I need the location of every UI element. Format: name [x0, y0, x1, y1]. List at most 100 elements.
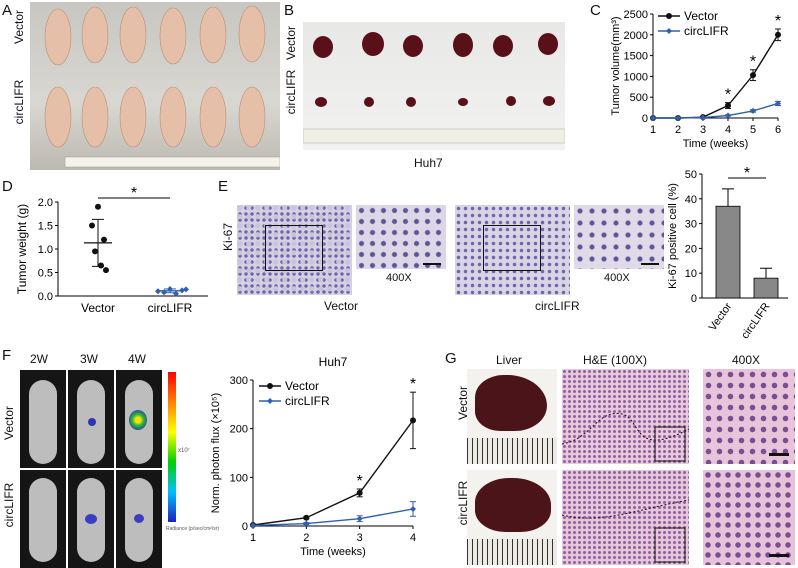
data-point-circlifr [725, 112, 731, 119]
panel-b-caption: Huh7 [414, 156, 443, 170]
x-tick-label: 1 [650, 124, 656, 136]
y-tick-label: 1.0 [38, 244, 53, 256]
he-vector-400x [703, 369, 795, 464]
data-point-vector [95, 203, 101, 210]
legend-label-vector: Vector [285, 379, 319, 393]
data-point-circlifr [700, 114, 706, 121]
data-point-vector [410, 417, 416, 424]
data-point-circlifr [675, 115, 681, 121]
chart-d-tumor-weight: 0.0 0.5 1.0 1.5 2.0 Tumor weight (g) Vector cir… [15, 185, 208, 315]
legend-marker [267, 398, 273, 404]
data-point-circlifr [775, 100, 781, 107]
y-tick-label: 10 [685, 268, 697, 280]
panel-e-group-circlifr: circLIFR [535, 299, 580, 313]
he-vector-100x [562, 369, 689, 464]
legend-marker [666, 13, 672, 19]
x-tick-label: 4 [725, 124, 731, 136]
y-tick-label: 300 [230, 375, 248, 387]
panel-label-c: C [590, 2, 601, 19]
legend-marker [267, 383, 273, 389]
significance-mark: * [357, 473, 363, 490]
significance-mark: * [131, 185, 137, 202]
y-tick-label: 0.0 [38, 291, 53, 303]
x-axis-label: Time (weeks) [683, 138, 749, 150]
x-tick-label: 2 [675, 124, 681, 136]
panel-e-mag-circlifr: 400X [604, 272, 630, 284]
panel-f-time-2w: 2W [30, 352, 48, 366]
bar-vector [715, 205, 741, 299]
y-tick-label: 0.5 [38, 268, 53, 280]
ihc-circlifr-overview [455, 205, 570, 295]
panel-e-mag-vector: 400X [386, 272, 412, 284]
significance-mark: * [744, 165, 750, 182]
data-point-circlifr [161, 289, 167, 296]
panel-a-row-label-vector: Vector [12, 9, 26, 45]
y-tick-label: 0 [242, 521, 248, 533]
liver-vector-photo [467, 369, 557, 464]
data-point-circlifr [356, 515, 363, 522]
significance-mark: * [410, 376, 416, 393]
panel-a-row-label-circlifr: circLIFR [12, 79, 26, 125]
bli-circlifr-2w [20, 470, 66, 568]
y-axis-label: Tumor volume(mm³) [610, 16, 622, 115]
bli-vector-4w [116, 370, 162, 468]
panel-f-row-label-circlifr: circLIFR [2, 482, 16, 528]
ihc-vector-overview [237, 205, 352, 295]
x-category-label: circLIFR [148, 301, 193, 315]
panel-label-b: B [284, 2, 295, 19]
data-point-vector [98, 262, 104, 269]
legend-label-vector: Vector [684, 9, 718, 23]
x-category-label: Vector [707, 301, 735, 334]
x-tick-label: 3 [700, 124, 706, 136]
y-tick-label: 1000 [624, 71, 648, 83]
data-point-vector [356, 489, 363, 496]
data-point-circlifr [303, 520, 310, 527]
ihc-vector-zoom [356, 205, 446, 269]
x-tick-label: 4 [410, 532, 416, 544]
data-point-circlifr [183, 286, 189, 293]
data-point-circlifr [250, 522, 256, 529]
panel-b-row-label-circlifr: circLIFR [284, 69, 298, 115]
y-axis-label: Tumor weight (g) [15, 204, 29, 294]
liver-circlifr-photo [467, 470, 557, 565]
series-line-vector [252, 419, 414, 526]
panel-label-a: A [2, 2, 13, 19]
panel-label-f: F [2, 347, 12, 364]
panel-g-col-he: H&E (100X) [583, 353, 648, 367]
legend-label-circlifr: circLIFR [684, 24, 729, 38]
y-tick-label: 0 [642, 113, 648, 125]
y-tick-label: 20 [685, 243, 697, 255]
y-tick-label: 100 [230, 472, 248, 484]
data-point-circlifr [410, 505, 416, 512]
x-tick-label: 5 [750, 124, 756, 136]
panel-f-time-3w: 3W [80, 352, 98, 366]
y-tick-label: 40 [685, 194, 697, 206]
data-point-vector [303, 514, 310, 521]
y-tick-label: 2.0 [38, 197, 53, 209]
data-point-vector [750, 72, 756, 79]
y-axis-label: Ki-67 positive cell (%) [667, 183, 679, 289]
x-category-label: circLIFR [739, 301, 772, 340]
panel-label-e: E [218, 178, 229, 195]
panel-f-time-4w: 4W [128, 352, 146, 366]
y-tick-label: 0 [691, 293, 697, 305]
x-category-label: Vector [81, 301, 115, 315]
he-circlifr-100x [562, 470, 689, 565]
y-tick-label: 1.5 [38, 221, 53, 233]
data-point-circlifr [650, 115, 656, 121]
bar-circlifr [753, 277, 779, 299]
series-line-vector [653, 34, 779, 119]
bli-circlifr-4w [116, 470, 162, 568]
panel-e-group-vector: Vector [324, 299, 359, 313]
tumors-photo [303, 22, 565, 150]
chart-f-photon-flux: Huh7 0 100 200 300 1 2 3 4 Time (weeks) Norm. phot… [210, 355, 416, 558]
y-tick-label: 1500 [624, 51, 648, 63]
panel-f-row-label-vector: Vector [2, 405, 16, 441]
legend-marker [666, 28, 672, 34]
bli-colorbar-unit: Radiance (p/sec/cm²/sr) [166, 526, 220, 532]
ihc-circlifr-zoom [574, 205, 664, 269]
data-point-circlifr [179, 287, 185, 294]
series-line-circlifr [252, 508, 414, 527]
significance-mark: * [725, 87, 731, 104]
data-point-circlifr [173, 290, 179, 297]
